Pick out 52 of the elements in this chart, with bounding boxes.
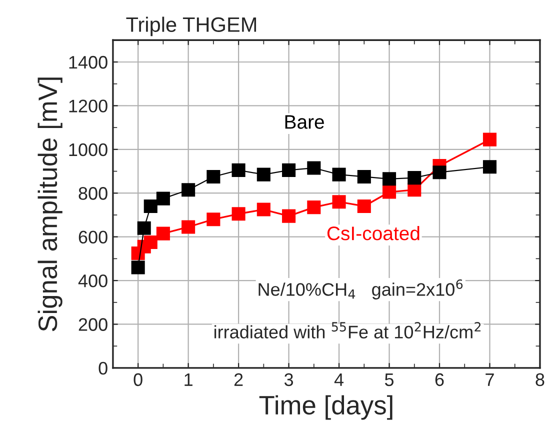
series-label: CsI-coated bbox=[327, 226, 420, 240]
point bbox=[131, 260, 145, 274]
point bbox=[307, 161, 321, 175]
point bbox=[232, 163, 246, 177]
point bbox=[144, 236, 158, 250]
point bbox=[156, 226, 170, 240]
y-tick-label: 400 bbox=[78, 274, 108, 288]
point bbox=[432, 166, 446, 180]
point bbox=[182, 220, 196, 234]
point bbox=[206, 170, 220, 184]
point bbox=[206, 212, 220, 226]
point bbox=[307, 200, 321, 214]
point bbox=[482, 132, 497, 146]
x-tick-label: 0 bbox=[134, 373, 142, 386]
point bbox=[382, 185, 396, 199]
y-tick-label: 600 bbox=[78, 230, 108, 244]
y-tick-label: 800 bbox=[78, 187, 108, 200]
point bbox=[282, 163, 296, 177]
point bbox=[282, 209, 296, 223]
point bbox=[357, 199, 371, 213]
x-tick-label: 2 bbox=[234, 373, 243, 386]
x-tick-label: 7 bbox=[486, 373, 494, 386]
x-tick-label: 5 bbox=[384, 373, 394, 386]
point bbox=[156, 192, 170, 206]
x-tick-label: 8 bbox=[536, 373, 544, 386]
point bbox=[232, 207, 246, 221]
point bbox=[332, 168, 346, 182]
x-tick-label: 6 bbox=[435, 373, 444, 386]
point bbox=[256, 202, 270, 216]
y-tick-label: 1000 bbox=[69, 143, 108, 156]
point bbox=[332, 195, 346, 209]
y-tick-label: 200 bbox=[78, 318, 108, 331]
point bbox=[382, 172, 396, 186]
point bbox=[182, 183, 196, 197]
y-tick-label: 0 bbox=[98, 362, 108, 375]
text: Ne/10%CH$_{4}$ gain=2x10$^{6}$ bbox=[258, 279, 463, 300]
y-tick-label: 1200 bbox=[69, 100, 108, 112]
annotation: irradiated with $^{55}$Fe at 10$^{2}$Hz/cm$^{2}$ bbox=[214, 322, 481, 338]
x-tick-label: 1 bbox=[184, 373, 192, 386]
point bbox=[144, 199, 158, 213]
point bbox=[482, 160, 497, 174]
point bbox=[137, 221, 151, 235]
x-tick-label: 3 bbox=[284, 373, 294, 386]
series-label: Bare bbox=[285, 115, 324, 129]
y-axis-title: Signal amplitude [mV] bbox=[38, 78, 62, 332]
x-axis-title: Time [days] bbox=[259, 395, 392, 420]
chart-title: Triple THGEM bbox=[126, 16, 256, 36]
point bbox=[357, 170, 371, 184]
point bbox=[408, 171, 422, 185]
y-tick-label: 1400 bbox=[69, 56, 108, 69]
point bbox=[256, 168, 270, 182]
x-tick-label: 4 bbox=[334, 373, 344, 386]
